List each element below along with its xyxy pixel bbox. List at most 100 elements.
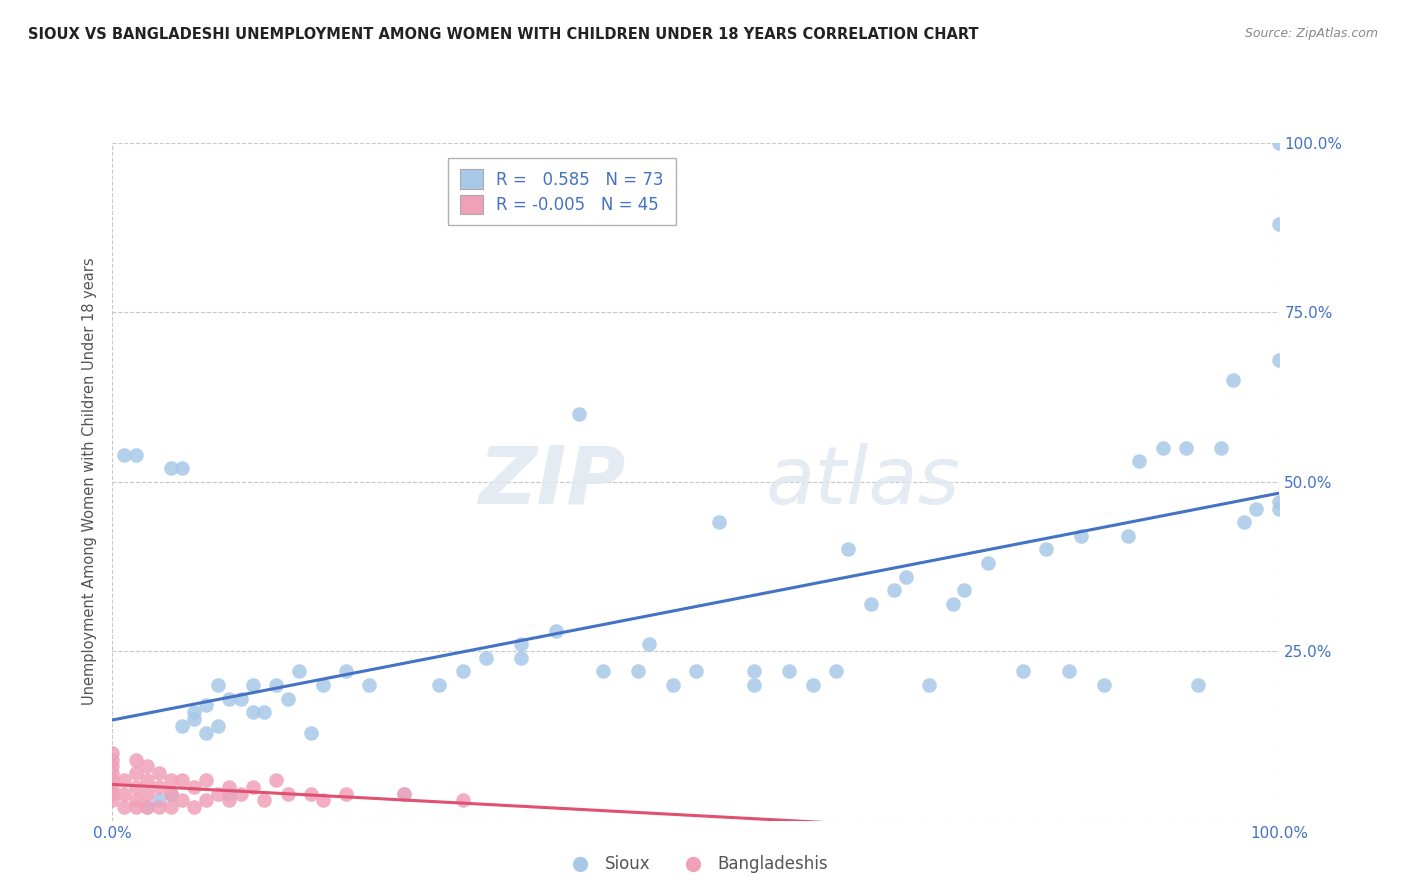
Point bbox=[183, 705, 205, 719]
Point bbox=[148, 780, 170, 794]
Point bbox=[264, 678, 287, 692]
Point bbox=[172, 793, 194, 807]
Point bbox=[229, 787, 252, 801]
Point bbox=[218, 787, 240, 801]
Legend: Sioux, Bangladeshis: Sioux, Bangladeshis bbox=[557, 849, 835, 880]
Point bbox=[125, 793, 148, 807]
Point bbox=[627, 665, 650, 679]
Point bbox=[592, 665, 614, 679]
Point bbox=[1233, 516, 1256, 530]
Point bbox=[136, 772, 159, 787]
Point bbox=[1244, 501, 1267, 516]
Point bbox=[859, 597, 883, 611]
Point bbox=[1268, 217, 1291, 231]
Point bbox=[148, 800, 170, 814]
Point bbox=[1152, 441, 1174, 455]
Point bbox=[392, 787, 416, 801]
Point bbox=[160, 461, 183, 475]
Text: Source: ZipAtlas.com: Source: ZipAtlas.com bbox=[1244, 27, 1378, 40]
Point bbox=[837, 542, 859, 557]
Point bbox=[194, 698, 217, 713]
Point bbox=[509, 651, 531, 665]
Point bbox=[194, 725, 217, 739]
Point bbox=[136, 759, 159, 773]
Point bbox=[1268, 495, 1291, 509]
Point bbox=[288, 665, 311, 679]
Point bbox=[1268, 352, 1291, 367]
Point bbox=[101, 746, 124, 760]
Point bbox=[685, 665, 707, 679]
Point bbox=[544, 624, 567, 638]
Point bbox=[1187, 678, 1209, 692]
Point bbox=[638, 637, 661, 651]
Point bbox=[125, 780, 148, 794]
Point bbox=[311, 793, 333, 807]
Point bbox=[218, 780, 240, 794]
Point bbox=[183, 712, 205, 726]
Point bbox=[218, 793, 240, 807]
Point bbox=[125, 766, 148, 780]
Point bbox=[125, 753, 148, 767]
Point bbox=[101, 787, 124, 801]
Point bbox=[276, 691, 298, 706]
Point bbox=[112, 787, 135, 801]
Point bbox=[194, 772, 217, 787]
Point bbox=[1268, 501, 1291, 516]
Point bbox=[778, 665, 800, 679]
Point bbox=[172, 772, 194, 787]
Point bbox=[1222, 373, 1244, 387]
Point bbox=[125, 448, 148, 462]
Point bbox=[335, 665, 357, 679]
Point bbox=[194, 793, 217, 807]
Text: ZIP: ZIP bbox=[478, 442, 626, 521]
Point bbox=[276, 787, 298, 801]
Point bbox=[1070, 529, 1092, 543]
Point bbox=[207, 678, 229, 692]
Point bbox=[160, 787, 183, 801]
Point bbox=[242, 678, 264, 692]
Point bbox=[1092, 678, 1115, 692]
Point bbox=[661, 678, 683, 692]
Point bbox=[1209, 441, 1232, 455]
Point bbox=[101, 753, 124, 767]
Point bbox=[148, 766, 170, 780]
Point bbox=[1011, 665, 1033, 679]
Point bbox=[242, 780, 264, 794]
Point bbox=[112, 772, 135, 787]
Point bbox=[392, 787, 416, 801]
Point bbox=[183, 800, 205, 814]
Point bbox=[183, 780, 205, 794]
Point bbox=[976, 556, 998, 570]
Point bbox=[112, 448, 135, 462]
Point bbox=[136, 787, 159, 801]
Point bbox=[160, 772, 183, 787]
Point bbox=[253, 793, 276, 807]
Point bbox=[568, 407, 591, 421]
Point bbox=[148, 793, 170, 807]
Point bbox=[101, 780, 124, 794]
Point bbox=[1035, 542, 1057, 557]
Point bbox=[229, 691, 252, 706]
Point bbox=[253, 705, 276, 719]
Point bbox=[1116, 529, 1139, 543]
Y-axis label: Unemployment Among Women with Children Under 18 years: Unemployment Among Women with Children U… bbox=[82, 258, 97, 706]
Point bbox=[742, 678, 765, 692]
Point bbox=[101, 759, 124, 773]
Point bbox=[112, 800, 135, 814]
Point bbox=[242, 705, 264, 719]
Point bbox=[101, 793, 124, 807]
Point bbox=[160, 800, 183, 814]
Point bbox=[311, 678, 333, 692]
Point bbox=[136, 800, 159, 814]
Point bbox=[359, 678, 381, 692]
Point bbox=[172, 461, 194, 475]
Point bbox=[742, 665, 765, 679]
Point bbox=[101, 772, 124, 787]
Point bbox=[1059, 665, 1081, 679]
Point bbox=[451, 665, 474, 679]
Point bbox=[218, 691, 240, 706]
Point bbox=[894, 569, 917, 583]
Point bbox=[427, 678, 450, 692]
Point bbox=[160, 787, 183, 801]
Point bbox=[451, 793, 474, 807]
